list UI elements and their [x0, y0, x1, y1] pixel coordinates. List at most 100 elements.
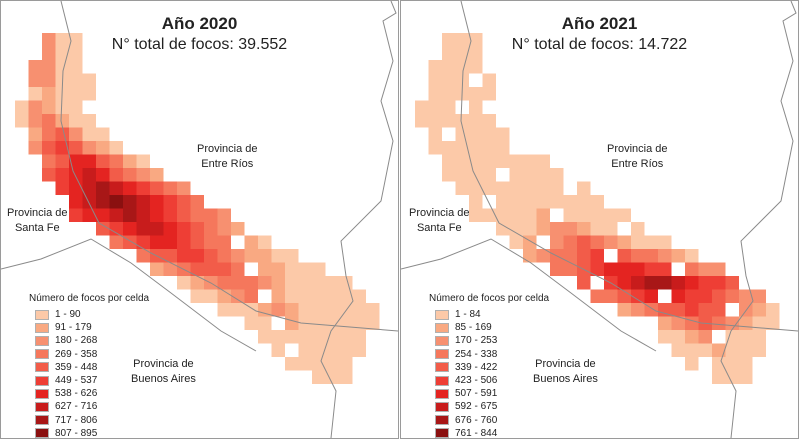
fire-cell: [523, 208, 537, 222]
fire-cell: [325, 316, 339, 330]
fire-cell: [631, 303, 645, 317]
fire-cell: [285, 289, 299, 303]
fire-cell: [550, 222, 564, 236]
fire-cell: [258, 316, 272, 330]
fire-cell: [55, 60, 69, 74]
fire-cell: [69, 46, 83, 60]
legend-swatch: [35, 362, 49, 373]
fire-cell: [190, 249, 204, 263]
fire-cell: [523, 181, 537, 195]
fire-cell: [204, 235, 218, 249]
legend-swatch: [35, 335, 49, 346]
fire-cell: [577, 235, 591, 249]
legend-label: 538 - 626: [55, 388, 98, 400]
fire-cell: [325, 303, 339, 317]
legend-title: Número de focos por celda: [29, 293, 150, 304]
fire-cell: [55, 181, 69, 195]
fire-cell: [685, 249, 699, 263]
fire-cell: [231, 289, 245, 303]
fire-cell: [415, 100, 429, 114]
fire-cell: [285, 249, 299, 263]
fire-cell: [469, 141, 483, 155]
fire-cell: [739, 289, 753, 303]
fire-cell: [271, 249, 285, 263]
fire-cell: [590, 235, 604, 249]
fire-cell: [509, 235, 523, 249]
fire-cell: [109, 154, 123, 168]
fire-cell: [82, 168, 96, 182]
legend-label: 359 - 448: [55, 361, 98, 373]
fire-cell: [163, 195, 177, 209]
fire-cell: [712, 262, 726, 276]
fire-cell: [658, 330, 672, 344]
province-label-buenos-aires: Provincia de Buenos Aires: [533, 358, 598, 385]
fire-cell: [312, 343, 326, 357]
fire-cell: [442, 100, 456, 114]
fire-cell: [55, 33, 69, 47]
fire-cell: [244, 276, 258, 290]
legend-swatch: [435, 309, 449, 320]
fire-cell: [69, 114, 83, 128]
fire-cell: [563, 262, 577, 276]
fire-cell: [455, 141, 469, 155]
fire-cell: [725, 289, 739, 303]
fire-cell: [42, 141, 56, 155]
fire-cell: [563, 208, 577, 222]
fire-cell: [752, 343, 766, 357]
fire-cell: [644, 262, 658, 276]
fire-cell: [577, 249, 591, 263]
fire-cell: [42, 33, 56, 47]
fire-cell: [42, 46, 56, 60]
fire-cell: [109, 195, 123, 209]
fire-cell: [617, 208, 631, 222]
fire-cell: [82, 181, 96, 195]
fire-cell: [442, 33, 456, 47]
fire-cell: [271, 343, 285, 357]
fire-cell: [366, 303, 380, 317]
legend-swatch: [35, 415, 49, 426]
fire-cell: [590, 249, 604, 263]
fire-cell: [442, 73, 456, 87]
fire-cell: [752, 303, 766, 317]
province-label-santa-fe: Provincia de Santa Fe: [409, 207, 470, 234]
fire-cell: [712, 276, 726, 290]
fire-cell: [123, 195, 137, 209]
legend-swatch: [35, 322, 49, 333]
fire-cell: [428, 100, 442, 114]
fire-cell: [82, 195, 96, 209]
province-boundary: [401, 238, 657, 352]
fire-cell: [258, 249, 272, 263]
fire-cell: [671, 316, 685, 330]
fire-cell: [685, 289, 699, 303]
fire-cell: [523, 222, 537, 236]
fire-cell: [631, 222, 645, 236]
fire-cell: [244, 316, 258, 330]
fire-cell: [496, 222, 510, 236]
fire-cell: [671, 303, 685, 317]
legend-title: Número de focos por celda: [429, 293, 550, 304]
fire-cell: [671, 330, 685, 344]
fire-cell: [496, 127, 510, 141]
fire-cell: [69, 195, 83, 209]
fire-cell: [312, 303, 326, 317]
fire-cell: [109, 222, 123, 236]
fire-cell: [509, 154, 523, 168]
legend-label: 269 - 358: [55, 348, 98, 360]
fire-cell: [28, 100, 42, 114]
fire-cell: [28, 127, 42, 141]
fire-cell: [550, 235, 564, 249]
fire-cell: [258, 276, 272, 290]
fire-cell: [352, 330, 366, 344]
fire-cell: [298, 289, 312, 303]
fire-cell: [285, 357, 299, 371]
fire-cell: [271, 303, 285, 317]
fire-cell: [190, 235, 204, 249]
fire-cell: [617, 262, 631, 276]
fire-cell: [766, 316, 780, 330]
fire-cell: [136, 208, 150, 222]
fire-cell: [285, 330, 299, 344]
fire-cell: [631, 289, 645, 303]
fire-cell: [469, 181, 483, 195]
legend-item: 85 - 169: [429, 321, 549, 334]
fire-cell: [109, 141, 123, 155]
